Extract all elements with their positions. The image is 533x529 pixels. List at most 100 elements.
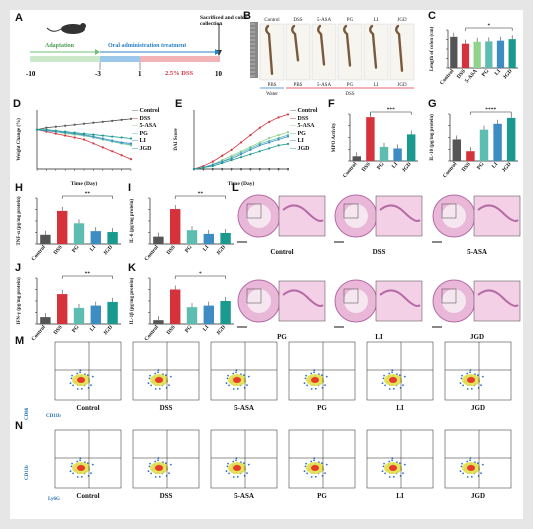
bar-DSS [461,43,470,68]
flow-label: JGD [471,404,485,412]
legend-label: JGD [297,145,310,152]
category-label: DSS [456,68,467,80]
colon-PG [343,24,352,67]
series-point-Control [64,124,67,127]
series-point-LI [92,135,95,138]
legend-entry: — 5-ASA [290,123,317,131]
bar-PG [73,223,85,244]
series-point-Control [221,167,224,171]
flow-scatter [366,429,434,489]
flow-label: 5-ASA [234,404,254,412]
category-label: Control [342,161,359,179]
series-point-Control [239,167,243,171]
colon-top-label: DSS [293,18,302,23]
series-point-Control [45,126,48,129]
category-label: PG [71,244,81,254]
legend-label: PG [139,130,148,137]
significance-mark: * [487,23,490,29]
series-point-Control [249,167,252,171]
legend-entry: — PG [290,131,317,139]
series-point-JGD [111,135,114,138]
dss-label: DSS [345,92,354,97]
colon-tile [311,23,337,81]
panel-label-l: L [232,182,239,194]
series-point-JGD [45,128,48,131]
series-point-JGD [286,142,290,146]
series-point-LI [101,137,104,140]
series-point-DSS [129,158,133,161]
timeline-phase2: Oral administration treatment [108,43,187,49]
chart-g: IL-10 (pg/mg protein) Control DSS PG LI JGD **… [430,107,518,179]
category-label: DSS [166,324,177,336]
flow-plot: Control [53,428,127,508]
significance-bracket [174,195,226,199]
bar-PG [379,146,389,161]
histology-label: Control [270,248,294,256]
bar-Control [452,139,462,161]
category-label: DSS [53,244,64,256]
flow-label: 5-ASA [234,492,254,500]
panel-label-j: J [15,262,22,274]
bar-JGD [107,232,118,244]
y-axis-label: TNF-α (pg/mg protein) [17,196,22,245]
colon-Control [265,24,274,76]
bar-DSS [169,289,181,324]
colon-bottom-label: PG [347,83,354,88]
series-point-LI [277,138,280,141]
series-line-5-ASA [36,129,132,146]
series-point-Control [258,167,261,171]
colon-bottom-label: LI [374,83,379,88]
bar-LI [90,231,102,244]
bar-JGD [506,117,516,161]
legend-entry: — LI [132,138,159,146]
category-label: LI [89,244,97,252]
ruler [250,22,258,78]
series-point-JGD [82,132,86,135]
panel-label-a: A [15,12,23,24]
category-label: LI [491,161,499,169]
series-point-Control [277,167,280,171]
series-point-JGD [268,147,271,150]
flow-plot: JGD [443,340,517,420]
legend-marker: — [132,130,140,137]
significance-mark: ** [198,191,204,197]
series-point-JGD [101,134,104,137]
series-point-LI [239,153,243,156]
series-point-JGD [230,159,233,162]
legend-entry: — JGD [132,146,159,154]
category-label: PG [376,161,386,171]
series-point-DSS [268,120,271,123]
legend-marker: — [132,138,140,144]
flow-scatter [54,429,122,489]
series-point-DSS [64,134,67,137]
legend-label: PG [297,130,306,137]
series-point-Control [111,119,114,122]
dss-bar [140,56,220,62]
histology-tile: 5-ASA [430,190,522,262]
histology-image [432,279,521,328]
series-point-JGD [192,167,196,171]
series-point-Control [129,117,133,120]
panel-label-n: N [15,420,23,432]
series-point-JGD [120,136,123,139]
y-axis-label: Weight Change (%) [17,118,22,161]
flow-label: LI [396,404,404,412]
bar-DSS [366,117,375,161]
series-point-JGD [249,153,252,156]
chart-f: MPO Activity Control DSS PG LI JGD *** [332,107,418,179]
series-point-Control [101,120,104,123]
colon-bottom-label: 5-ASA [317,83,332,88]
timeline-day-3: 1 [138,70,142,78]
legend-d: — Control — DSS — 5-ASA — PG — LI — JGD [132,108,159,153]
y-axis-label: IFN-γ (pg/mg protein) [17,277,22,325]
panel-label-d: D [13,98,21,110]
category-label: JGD [401,161,413,173]
timeline-day-2: -3 [95,70,101,78]
m-ylabel: CD86 [25,407,30,420]
legend-label: 5-ASA [297,123,315,129]
flow-label: DSS [159,404,173,412]
bar-PG [73,307,85,324]
histology-label: 5-ASA [467,248,487,256]
flow-scatter [288,429,356,489]
bar-LI [203,233,215,244]
